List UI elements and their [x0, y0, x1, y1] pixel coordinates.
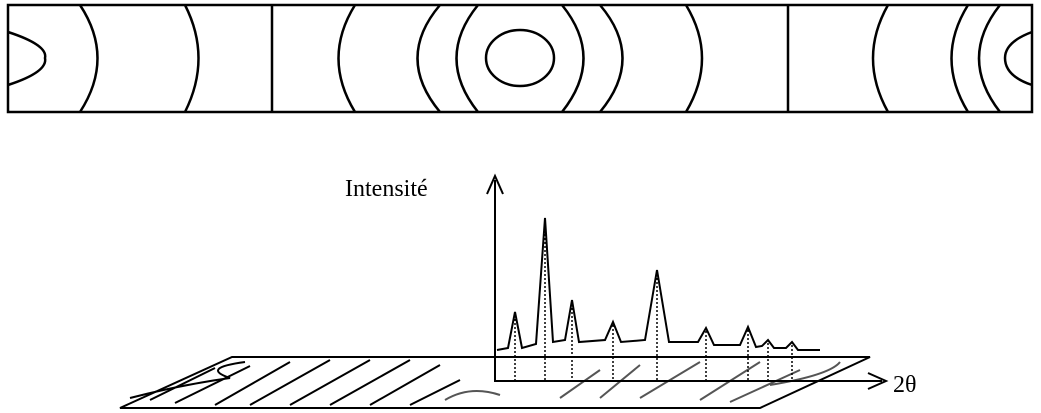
x-axis-label: 2θ	[893, 372, 917, 398]
spectrum	[497, 218, 820, 380]
axes: Intensité 2θ	[345, 176, 917, 398]
y-axis-label: Intensité	[345, 176, 428, 202]
diffraction-diagram: Intensité 2θ	[0, 0, 1041, 413]
film-strip	[8, 5, 1032, 112]
